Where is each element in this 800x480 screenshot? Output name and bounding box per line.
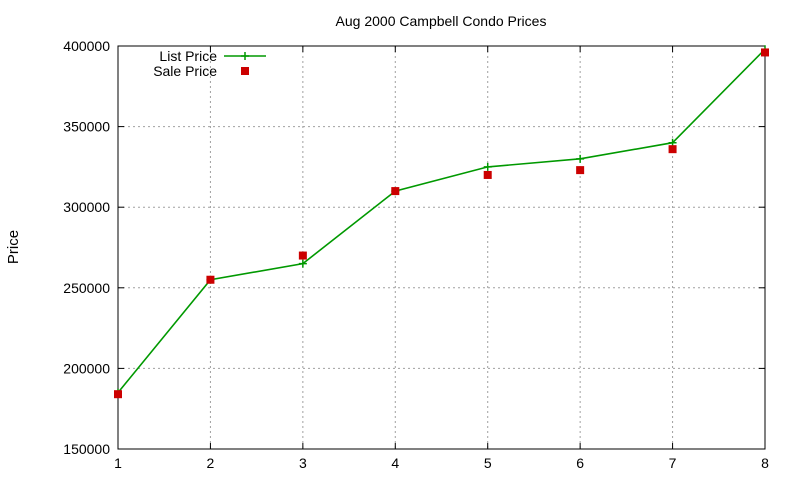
x-tick-label: 2 — [207, 455, 215, 471]
axis-ticks: 150000 200000 250000 300000 350000 400000 1 2 3 4… — [63, 38, 769, 471]
x-tick-label: 7 — [669, 455, 677, 471]
x-tick-label: 4 — [391, 455, 399, 471]
x-tick-label: 3 — [299, 455, 307, 471]
x-tick-label: 6 — [576, 455, 584, 471]
x-tick-label: 5 — [484, 455, 492, 471]
point-list-price — [576, 154, 585, 163]
point-sale-price — [668, 145, 677, 154]
point-sale-price — [114, 390, 122, 399]
point-sale-price — [206, 275, 215, 284]
point-sale-price — [761, 48, 769, 57]
legend-label-list-price: List Price — [159, 48, 217, 64]
point-sale-price — [298, 251, 307, 260]
point-sale-price — [576, 166, 585, 175]
point-list-price — [483, 162, 492, 171]
y-axis-label: Price — [5, 230, 22, 264]
x-tick-label: 1 — [114, 455, 122, 471]
plot-frame — [117, 45, 766, 450]
y-tick-label: 300000 — [63, 199, 110, 215]
y-tick-label: 250000 — [63, 280, 110, 296]
series-line-list-price — [117, 48, 766, 394]
point-list-price — [298, 259, 307, 268]
y-tick-label: 200000 — [63, 360, 110, 376]
grid — [118, 46, 765, 449]
legend-marker-list-price — [241, 52, 249, 60]
point-sale-price — [391, 187, 400, 196]
point-sale-price — [483, 170, 492, 179]
legend: List Price Sale Price — [153, 48, 266, 79]
series-layer — [114, 45, 769, 399]
y-tick-label: 350000 — [63, 119, 110, 135]
legend-label-sale-price: Sale Price — [153, 63, 217, 79]
chart-title: Aug 2000 Campbell Condo Prices — [336, 13, 547, 29]
x-tick-label: 8 — [761, 455, 769, 471]
y-tick-label: 150000 — [63, 441, 110, 457]
y-tick-label: 400000 — [63, 38, 110, 54]
legend-marker-sale-price — [241, 67, 249, 75]
